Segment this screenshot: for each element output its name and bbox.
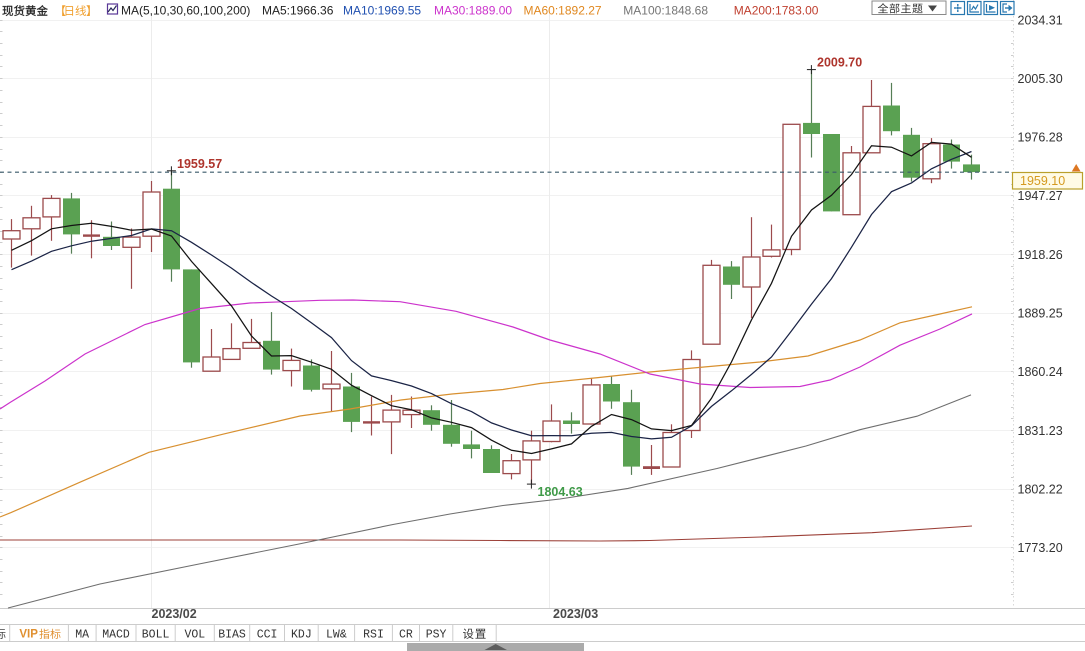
svg-text:LW&: LW& — [326, 629, 347, 642]
svg-text:1889.25: 1889.25 — [1018, 307, 1063, 321]
svg-text:PSY: PSY — [426, 629, 447, 642]
svg-text:MA5:1966.36: MA5:1966.36 — [262, 4, 334, 18]
svg-text:MA10:1969.55: MA10:1969.55 — [343, 4, 421, 18]
svg-text:1860.24: 1860.24 — [1018, 365, 1063, 379]
svg-text:MA200:1783.00: MA200:1783.00 — [734, 4, 819, 18]
svg-text:2023/03: 2023/03 — [553, 607, 598, 621]
svg-text:2005.30: 2005.30 — [1018, 72, 1063, 86]
svg-text:BIAS: BIAS — [218, 629, 246, 642]
svg-text:CCI: CCI — [257, 629, 278, 642]
svg-text:1947.27: 1947.27 — [1018, 189, 1063, 203]
svg-text:VIP: VIP — [19, 629, 38, 641]
svg-text:MA30:1889.00: MA30:1889.00 — [434, 4, 512, 18]
svg-text:1831.23: 1831.23 — [1018, 424, 1063, 438]
svg-text:RSI: RSI — [363, 629, 384, 642]
svg-text:1959.57: 1959.57 — [177, 157, 222, 171]
svg-text:CR: CR — [399, 629, 413, 642]
svg-text:MA60:1892.27: MA60:1892.27 — [524, 4, 602, 18]
svg-text:MACD: MACD — [102, 629, 130, 642]
svg-text:1959.10: 1959.10 — [1020, 174, 1065, 188]
svg-text:KDJ: KDJ — [291, 629, 312, 642]
svg-text:MA100:1848.68: MA100:1848.68 — [623, 4, 708, 18]
svg-text:MA(5,10,30,60,100,200): MA(5,10,30,60,100,200) — [121, 4, 250, 18]
svg-text:2023/02: 2023/02 — [152, 607, 197, 621]
svg-text:MA: MA — [75, 629, 89, 642]
svg-text:VOL: VOL — [184, 629, 205, 642]
svg-text:1773.20: 1773.20 — [1018, 541, 1063, 555]
svg-text:1976.28: 1976.28 — [1018, 131, 1063, 145]
svg-text:2034.31: 2034.31 — [1018, 13, 1063, 27]
svg-text:1802.22: 1802.22 — [1018, 482, 1063, 496]
svg-text:1804.63: 1804.63 — [538, 485, 583, 499]
svg-text:BOLL: BOLL — [142, 629, 170, 642]
svg-text:2009.70: 2009.70 — [817, 56, 862, 70]
svg-text:1918.26: 1918.26 — [1018, 248, 1063, 262]
